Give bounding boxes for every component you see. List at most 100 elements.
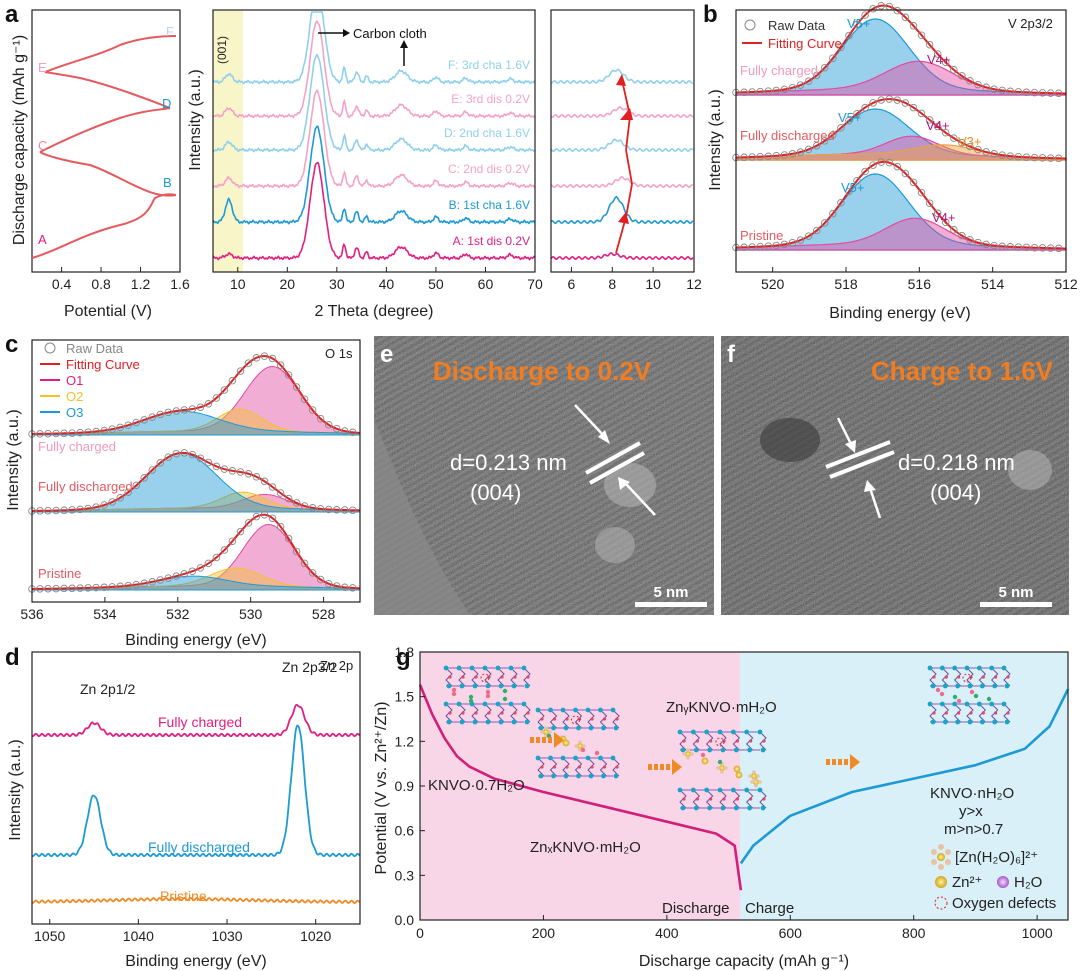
c-raw-point bbox=[52, 429, 60, 438]
d-title: Zn 2p bbox=[320, 658, 353, 673]
g-slab-atom bbox=[749, 739, 753, 743]
g-slab-atom bbox=[511, 719, 517, 725]
b-raw-point bbox=[788, 238, 797, 247]
g-ytick-label: 0.9 bbox=[395, 778, 415, 794]
g-ion-complex-shell bbox=[548, 730, 552, 734]
g-ion-complex-shell bbox=[578, 748, 582, 752]
b-raw-point bbox=[966, 77, 974, 85]
g-slab-atom bbox=[955, 683, 961, 689]
g-slab-atom bbox=[981, 675, 985, 679]
g-ion-water bbox=[935, 687, 941, 693]
c-raw-point bbox=[268, 514, 277, 522]
c-xtick-label: 530 bbox=[239, 606, 263, 622]
g-slab-atom bbox=[989, 701, 995, 707]
c-xtick-label: 536 bbox=[20, 606, 44, 622]
c-raw-point bbox=[196, 403, 205, 411]
g-ticks: 0 200 400 600 800 1000 0.0 0.3 0.6 0.9 1.2 1.5 1.8 bbox=[395, 644, 1053, 941]
b-raw-point bbox=[893, 162, 902, 171]
g-ion-complex-shell bbox=[690, 752, 694, 756]
b-xlabel: Binding energy (eV) bbox=[829, 305, 970, 322]
b-raw-point bbox=[845, 187, 853, 196]
g-slab-atom bbox=[969, 675, 973, 679]
g-slab-atom bbox=[474, 711, 478, 715]
g-slab-atom bbox=[979, 719, 985, 725]
f-title: Charge to 1.6V bbox=[871, 356, 1054, 386]
b-raw-point bbox=[1030, 88, 1039, 97]
g-slab-atom bbox=[563, 725, 569, 731]
g-ion-water bbox=[700, 752, 706, 758]
a3-shift-arrows bbox=[615, 79, 633, 254]
g-process-arrows bbox=[530, 732, 860, 775]
c-ylabel: Intensity (a.u.) bbox=[5, 409, 22, 510]
b-raw-point bbox=[861, 11, 869, 19]
d-xtick-label: 1050 bbox=[34, 928, 65, 944]
c-raw-point bbox=[300, 395, 309, 403]
b-raw-point bbox=[917, 109, 926, 118]
d-frame bbox=[31, 651, 361, 925]
d-xticks: 1050 1040 1030 1020 bbox=[34, 919, 331, 944]
a1-xtick-label: 0.8 bbox=[91, 276, 111, 292]
g-crystal-structures bbox=[443, 665, 1011, 811]
g-ion-water bbox=[485, 689, 491, 695]
a2-xtick-label: 70 bbox=[527, 276, 543, 292]
c-raw-point bbox=[260, 477, 269, 486]
a2-series-line bbox=[212, 20, 536, 119]
g-ion-complex-shell bbox=[544, 726, 548, 730]
c-raw-point bbox=[316, 414, 325, 423]
g-ion-water bbox=[451, 691, 457, 697]
a2-series-line bbox=[212, 125, 536, 225]
c-raw-point bbox=[300, 559, 309, 568]
c-raw-point bbox=[52, 506, 60, 515]
g-legend-h2o: H₂O bbox=[1014, 874, 1042, 891]
f-dark-region bbox=[760, 418, 820, 462]
g-ion-complex bbox=[751, 773, 757, 779]
g-slab-atom bbox=[498, 719, 504, 725]
g-slab-atom bbox=[1004, 719, 1010, 725]
b-raw-point bbox=[764, 152, 773, 161]
b-raw-point bbox=[885, 95, 894, 103]
c-raw-point bbox=[284, 534, 293, 543]
g-slab-atom bbox=[500, 711, 504, 715]
b-stack-label: Pristine bbox=[740, 228, 783, 243]
f-plane: (004) bbox=[930, 480, 981, 505]
g-slab-atom bbox=[952, 665, 958, 671]
g-slab-atom bbox=[757, 787, 763, 793]
g-slab-atom bbox=[939, 701, 945, 707]
a2-xtick-label: 50 bbox=[428, 276, 444, 292]
e-amorphous-region bbox=[374, 420, 470, 615]
b-xtick-label: 512 bbox=[1054, 276, 1078, 292]
g-slab-atom bbox=[747, 805, 753, 811]
b-raw-point bbox=[1054, 89, 1063, 98]
g-slab-atom bbox=[762, 739, 766, 743]
g-slab-atom bbox=[461, 675, 465, 679]
e-arrow-1-head bbox=[598, 430, 610, 444]
e-particle bbox=[604, 463, 656, 507]
b-raw-point bbox=[901, 169, 910, 178]
g-slab-atom bbox=[469, 665, 475, 671]
b-raw-point bbox=[982, 240, 990, 249]
g-ion-complex-shell bbox=[752, 778, 756, 782]
g-ion-zn bbox=[562, 739, 570, 747]
g-ytick-label: 0.6 bbox=[395, 823, 415, 839]
g-ion-complex-shell bbox=[686, 748, 690, 752]
g-slab-atom bbox=[538, 725, 544, 731]
c-legend-label: O1 bbox=[66, 373, 83, 388]
g-slab-atom bbox=[967, 683, 973, 689]
g-slab-atom bbox=[964, 665, 970, 671]
a1-xlabel: Potential (V) bbox=[64, 303, 152, 320]
g-slab bbox=[927, 701, 1011, 725]
b-legend-fit: Fitting Curve bbox=[768, 36, 842, 51]
c-raw-point bbox=[316, 575, 325, 584]
g-slab-atom bbox=[513, 711, 517, 715]
g-phase-zny: ZnᵧKNVO·mH₂O bbox=[666, 699, 777, 716]
c-fit-curve bbox=[32, 513, 361, 590]
b-raw-point bbox=[748, 153, 756, 161]
g-ytick-label: 0.3 bbox=[395, 867, 415, 883]
g-ion-water bbox=[580, 747, 586, 753]
b-raw-point bbox=[829, 209, 837, 218]
g-slab-atom bbox=[563, 773, 569, 779]
g-slab-atom bbox=[717, 787, 723, 793]
b-legend-raw: Raw Data bbox=[768, 18, 826, 33]
b-raw-point bbox=[1006, 243, 1015, 251]
b-raw-point bbox=[812, 226, 821, 235]
